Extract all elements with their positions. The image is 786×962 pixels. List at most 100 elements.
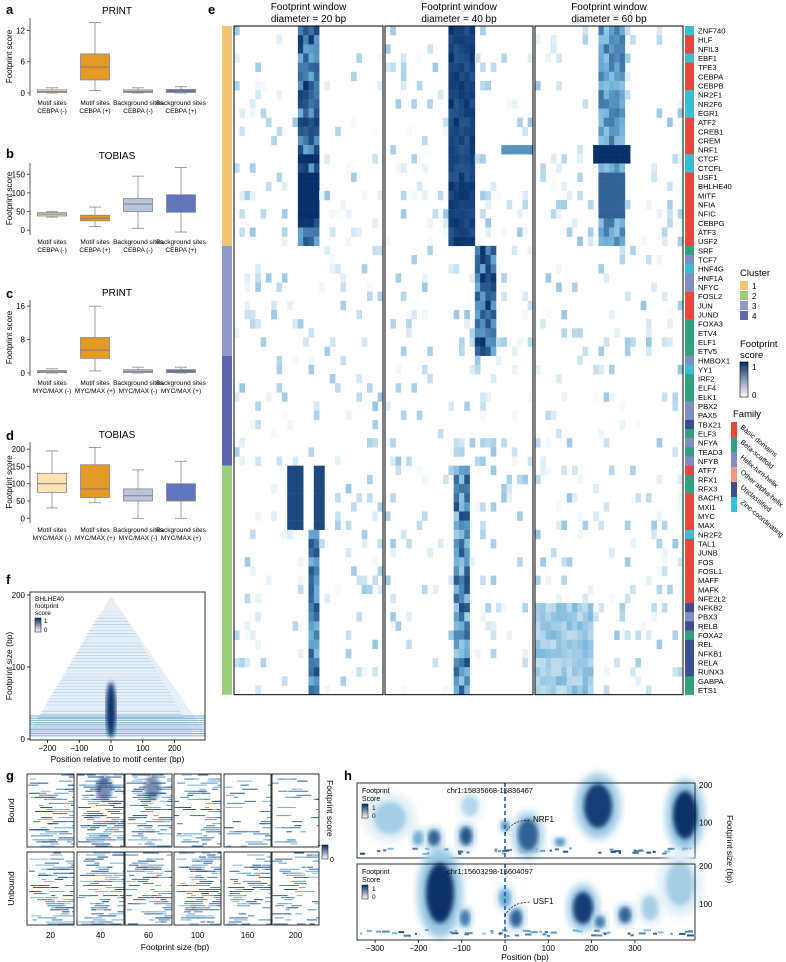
heatmap-cell — [603, 438, 610, 448]
heatmap-cell — [255, 273, 261, 283]
score-legend-min: 0 — [752, 391, 757, 400]
heatmap-frame — [384, 25, 534, 696]
g-row-label: Bound — [6, 798, 16, 823]
heatmap-cell — [281, 392, 288, 402]
box-d-1 — [37, 450, 67, 509]
heatmap-cell — [303, 200, 309, 210]
heatmap-cell — [656, 566, 663, 576]
heatmap-cell — [603, 117, 610, 127]
heatmap-cell — [297, 502, 304, 512]
f-scale-bar — [34, 617, 42, 633]
heatmap-cell — [372, 438, 378, 448]
g-hotspot — [96, 776, 113, 800]
box-d-2 — [80, 447, 110, 504]
heatmap-cell — [453, 236, 460, 247]
box-iqr — [80, 464, 110, 498]
g-cell-bound-40 — [76, 773, 125, 848]
heatmap-cell — [335, 584, 341, 595]
heatmap-cell — [490, 255, 497, 265]
heatmap-cell — [308, 667, 315, 677]
heatmap-cell — [619, 190, 626, 201]
heatmap-cell — [308, 53, 315, 63]
heatmap-cell — [459, 630, 465, 640]
heatmap-cell — [313, 108, 320, 118]
heatmap-cell — [587, 676, 594, 686]
heatmap-cell — [234, 328, 240, 338]
heatmap-cell — [303, 154, 309, 164]
heatmap-cell — [308, 538, 315, 549]
heatmap-cell — [367, 291, 373, 301]
heatmap-cell — [603, 145, 610, 155]
heatmap-cell — [297, 154, 304, 164]
heatmap-cell — [303, 135, 309, 146]
family-cell — [685, 227, 694, 237]
f-scale-max: 1 — [44, 619, 48, 625]
heatmap-cell — [276, 282, 283, 292]
h-x-tick-label: 200 — [585, 944, 599, 953]
family-cell — [685, 639, 694, 650]
heatmap-cell — [453, 99, 460, 109]
heatmap-cell — [459, 126, 465, 137]
heatmap-cell — [624, 154, 631, 164]
heatmap-cell — [308, 593, 315, 604]
heatmap-cell — [244, 190, 251, 201]
h-tf-label: USF1 — [533, 897, 554, 906]
heatmap-cell — [313, 71, 320, 82]
heatmap-cell — [480, 392, 486, 402]
heatmap-cell — [239, 108, 245, 118]
h-speck — [633, 849, 637, 852]
heatmap-cell — [313, 465, 320, 476]
heatmap-cell — [390, 145, 396, 155]
heatmap-cell — [340, 355, 347, 366]
cluster-legend-label: 4 — [752, 312, 757, 321]
heatmap-cell — [550, 35, 557, 45]
heatmap-cell — [313, 154, 320, 164]
h-speck — [618, 851, 621, 854]
heatmap-cell — [556, 53, 562, 63]
heatmap-cell — [400, 529, 407, 540]
heatmap-cell — [656, 209, 663, 219]
heatmap-cell — [453, 154, 460, 164]
heatmap-cell — [234, 447, 240, 457]
heatmap-cell — [624, 593, 631, 604]
h-x-tick-label: −300 — [366, 944, 385, 953]
heatmap-cell — [372, 126, 378, 137]
family-cell — [685, 319, 694, 329]
heatmap-cell — [313, 145, 320, 155]
heatmap-cell — [281, 676, 288, 686]
heatmap-cell — [297, 145, 304, 155]
heatmap-cell — [459, 108, 465, 118]
heatmap-cell — [459, 71, 465, 82]
row-label-JUN: JUN — [698, 301, 713, 310]
heatmap-cell — [287, 502, 293, 512]
heatmap-cell — [372, 218, 378, 228]
heatmap-cell — [603, 44, 610, 54]
heatmap-cell — [501, 493, 507, 503]
heatmap-cell — [361, 667, 368, 677]
g-cell-unbound-20 — [26, 851, 75, 926]
heatmap-cell — [630, 538, 636, 549]
heatmap-cell — [345, 548, 352, 558]
heatmap-cell — [303, 44, 309, 54]
y-tick-label: 12 — [16, 26, 25, 35]
heatmap-cell — [469, 337, 476, 347]
heatmap-cell — [308, 630, 315, 640]
heatmap-cell — [400, 209, 407, 219]
heatmap-cell — [614, 163, 620, 173]
heatmap-cell — [556, 593, 562, 604]
heatmap-cell — [598, 80, 605, 91]
h-scale-max: 1 — [372, 886, 376, 893]
heatmap-cell — [297, 474, 304, 485]
heatmap-cell — [464, 80, 470, 91]
heatmap-cell — [255, 511, 261, 521]
heatmap-cell — [265, 273, 272, 283]
heatmap-cell — [464, 209, 470, 219]
heatmap-cell — [556, 200, 562, 210]
heatmap-cell — [459, 200, 465, 210]
heatmap-cell — [239, 456, 245, 466]
heatmap-cell — [271, 135, 277, 146]
h-speck — [542, 933, 547, 936]
heatmap-cell — [385, 575, 391, 585]
y-tick-label: 50 — [16, 208, 25, 217]
